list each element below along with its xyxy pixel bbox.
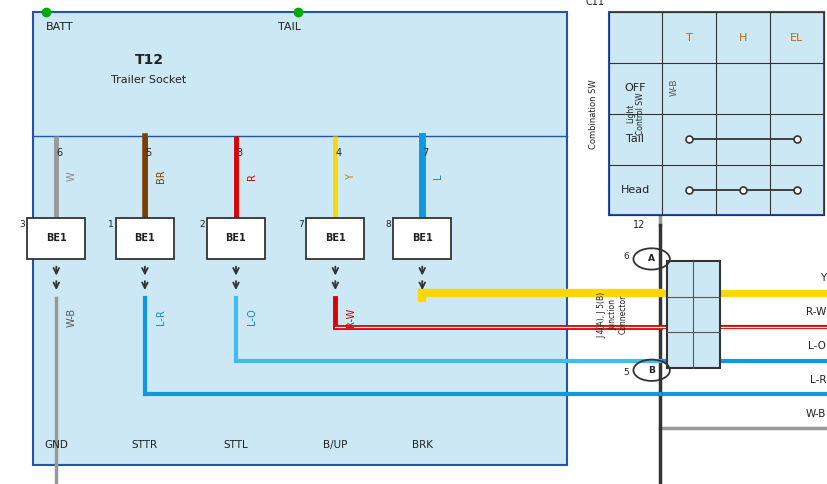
Text: T: T (685, 32, 692, 43)
Text: Y: Y (819, 273, 825, 283)
Text: STTL: STTL (223, 440, 248, 450)
Text: 7: 7 (422, 148, 428, 158)
Text: BR: BR (155, 170, 165, 183)
Text: 12: 12 (632, 220, 644, 230)
Text: B: B (648, 366, 654, 375)
Text: GND: GND (45, 440, 68, 450)
Text: R: R (246, 173, 256, 180)
Text: BATT: BATT (45, 22, 73, 31)
Text: R-W: R-W (346, 307, 356, 327)
Text: 5: 5 (145, 148, 151, 158)
Bar (27, 218, 85, 259)
Bar (207, 218, 265, 259)
Text: Combination SW: Combination SW (589, 79, 597, 149)
Text: 8: 8 (385, 220, 390, 229)
Text: BE1: BE1 (134, 233, 155, 243)
Text: BRK: BRK (411, 440, 433, 450)
Text: W-B: W-B (669, 78, 678, 96)
Text: R-W: R-W (805, 307, 825, 317)
Text: BE1: BE1 (225, 233, 246, 243)
Bar (306, 218, 364, 259)
Text: B/UP: B/UP (323, 440, 347, 450)
Text: 3: 3 (236, 148, 241, 158)
Text: L: L (433, 174, 442, 180)
Text: EL: EL (789, 32, 803, 43)
Text: 4: 4 (335, 148, 341, 158)
Text: W-B: W-B (67, 307, 77, 327)
Text: W-B: W-B (805, 408, 825, 419)
Text: C11: C11 (585, 0, 604, 7)
Text: Y: Y (346, 174, 356, 180)
Text: TAIL: TAIL (278, 22, 301, 31)
Text: OFF: OFF (624, 83, 645, 93)
Text: Trailer Socket: Trailer Socket (112, 75, 186, 85)
Text: BE1: BE1 (45, 233, 67, 243)
Text: BE1: BE1 (324, 233, 346, 243)
Bar (666, 261, 719, 368)
Text: Tail: Tail (626, 134, 643, 144)
Text: Light
Control SW: Light Control SW (625, 92, 644, 135)
Text: L-O: L-O (246, 309, 256, 325)
Bar (393, 218, 451, 259)
Text: 6: 6 (56, 148, 62, 158)
Bar (33, 12, 566, 465)
Text: H: H (738, 32, 747, 43)
Text: 2: 2 (198, 220, 204, 229)
Text: J 4(A), J 5(B)
Junction
Connector: J 4(A), J 5(B) Junction Connector (597, 291, 627, 338)
Bar (608, 12, 823, 215)
Text: 5: 5 (623, 368, 629, 377)
Text: STTR: STTR (131, 440, 158, 450)
Text: 3: 3 (19, 220, 25, 229)
Text: L-R: L-R (155, 309, 165, 325)
Text: BE1: BE1 (411, 233, 433, 243)
Text: Head: Head (620, 185, 649, 195)
Text: T12: T12 (134, 54, 164, 67)
Text: W: W (67, 172, 77, 182)
Text: 7: 7 (298, 220, 304, 229)
Bar (116, 218, 174, 259)
Text: 1: 1 (108, 220, 113, 229)
Text: L-R: L-R (809, 375, 825, 385)
Text: L-O: L-O (807, 341, 825, 351)
Text: A: A (648, 255, 654, 263)
Text: 6: 6 (623, 252, 629, 261)
